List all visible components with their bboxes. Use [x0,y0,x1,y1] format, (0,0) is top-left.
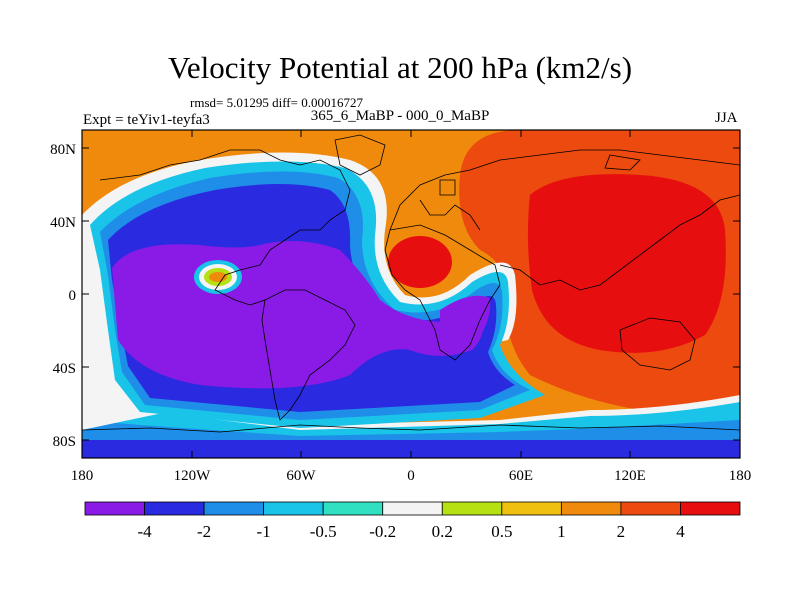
coastline-north-islands [439,154,641,196]
contour-east-peak [527,174,726,353]
y-tick-label: 40N [50,215,76,231]
experiment-label: Expt = teYiv1-teyfa3 [83,112,210,128]
period-label: 365_6_MaBP - 000_0_MaBP [310,108,490,124]
colorbar-level-label: -2 [197,522,211,541]
coastlines [82,134,740,433]
colorbar-level-label: -4 [137,522,152,541]
coastline-europe-detail [419,199,481,231]
colorbar-box [144,501,205,516]
contour-south-deep [82,440,740,458]
x-tick-label: 120E [614,468,646,484]
chart-title: Velocity Potential at 200 hPa (km2/s) [167,50,633,85]
colorbar-level-label: 0.2 [432,522,453,541]
colorbar-box [203,501,265,516]
y-axis-labels: 80N 40N 0 40S 80S [50,142,76,450]
coastline-north-america [99,149,351,306]
season-label: JJA [715,110,738,126]
colorbar-box [620,501,681,516]
colorbar-box [84,501,145,516]
colorbar-level-label: -1 [257,522,271,541]
x-axis-labels: 180 120W 60W 0 60E 120E 180 [71,468,752,484]
y-tick-label: 0 [69,288,77,304]
colorbar-level-label: -0.2 [369,522,396,541]
y-tick-label: 80N [50,142,76,158]
y-tick-label: 80S [53,434,76,450]
colorbar-box [680,501,741,516]
x-tick-label: 120W [174,468,212,484]
colorbar-box [560,501,622,516]
x-tick-label: 180 [729,468,752,484]
colorbar-box [382,501,443,516]
x-tick-label: 60E [509,468,533,484]
x-tick-label: 60W [286,468,316,484]
contour-ring-orange-center [209,272,227,282]
x-tick-label: 0 [407,468,415,484]
contour-africa-high [388,236,452,288]
colorbar-box [441,501,503,516]
colorbar-level-label: -0.5 [310,522,337,541]
contour-arabia-low [440,295,491,339]
colorbar-level-label: 4 [676,522,685,541]
y-tick-label: 40S [53,361,76,377]
colorbar-labels: -4 -2 -1 -0.5 -0.2 0.2 0.5 1 2 4 [137,522,685,541]
colorbar-box [501,501,562,516]
stats-label: rmsd= 5.01295 diff= 0.00016727 [190,95,363,110]
colorbar [84,501,741,516]
coastline-africa [384,224,501,361]
colorbar-level-label: 1 [557,522,566,541]
colorbar-level-label: 2 [617,522,626,541]
colorbar-box [322,501,384,516]
coastline-greenland [334,134,386,176]
coastline-australia [619,317,696,371]
axis-ticks [81,130,741,458]
colorbar-level-label: 0.5 [491,522,512,541]
x-tick-label: 180 [71,468,94,484]
coastline-antarctica [82,424,740,433]
colorbar-box [263,501,324,516]
coastline-eurasia [389,149,740,291]
coastline-south-america [261,289,356,421]
